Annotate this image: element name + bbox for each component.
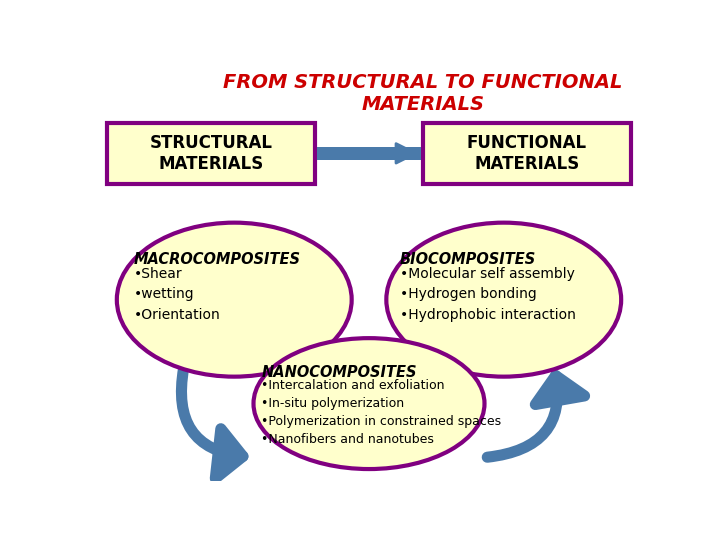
Text: FROM STRUCTURAL TO FUNCTIONAL
MATERIALS: FROM STRUCTURAL TO FUNCTIONAL MATERIALS xyxy=(223,72,623,113)
Text: FUNCTIONAL
MATERIALS: FUNCTIONAL MATERIALS xyxy=(467,134,587,173)
FancyArrowPatch shape xyxy=(181,368,243,478)
FancyBboxPatch shape xyxy=(107,123,315,184)
Text: •Molecular self assembly
•Hydrogen bonding
•Hydrophobic interaction: •Molecular self assembly •Hydrogen bondi… xyxy=(400,267,576,322)
Text: •Intercalation and exfoliation
•In-situ polymerization
•Polymerization in constr: •Intercalation and exfoliation •In-situ … xyxy=(261,379,501,446)
Ellipse shape xyxy=(117,222,351,377)
FancyArrowPatch shape xyxy=(487,376,585,457)
Ellipse shape xyxy=(253,338,485,469)
FancyBboxPatch shape xyxy=(317,147,421,159)
Text: STRUCTURAL
MATERIALS: STRUCTURAL MATERIALS xyxy=(150,134,273,173)
FancyBboxPatch shape xyxy=(423,123,631,184)
Ellipse shape xyxy=(387,222,621,377)
Text: NANOCOMPOSITES: NANOCOMPOSITES xyxy=(261,365,417,380)
Text: •Shear
•wetting
•Orientation: •Shear •wetting •Orientation xyxy=(134,267,221,322)
Text: BIOCOMPOSITES: BIOCOMPOSITES xyxy=(400,252,536,267)
Text: MACROCOMPOSITES: MACROCOMPOSITES xyxy=(134,252,301,267)
